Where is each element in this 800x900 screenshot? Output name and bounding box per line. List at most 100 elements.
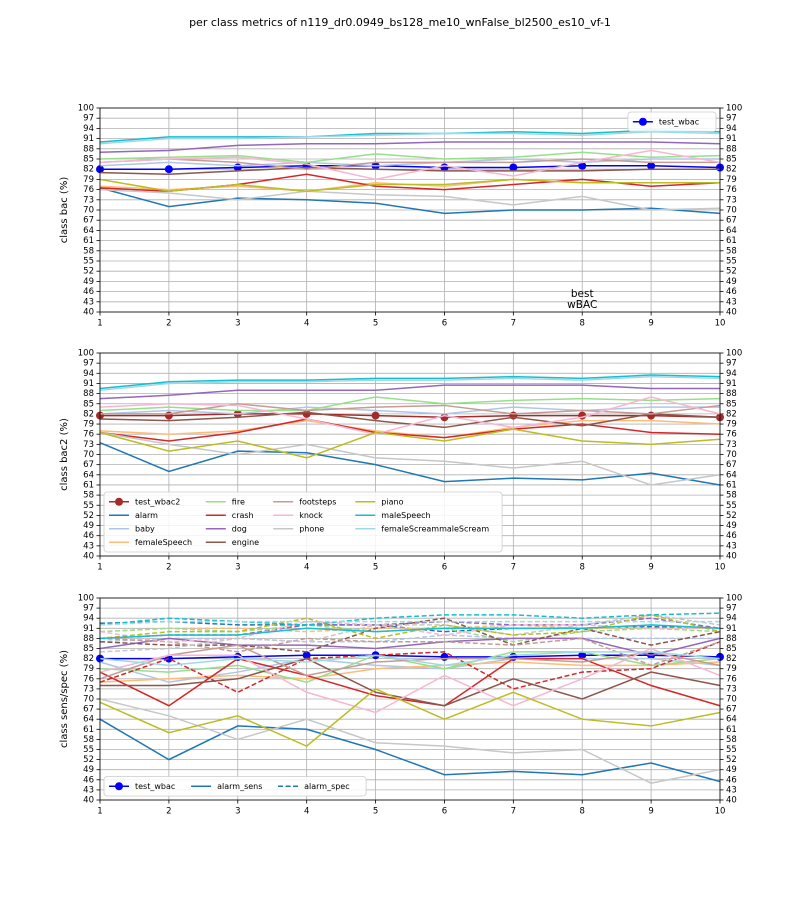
series-line bbox=[99, 406, 720, 415]
y-tick-label: 94 bbox=[83, 124, 94, 134]
y2-tick-label: 61 bbox=[726, 725, 737, 735]
series-line bbox=[99, 617, 721, 640]
y2-tick-label: 49 bbox=[726, 521, 737, 531]
y2-tick-label: 55 bbox=[726, 257, 737, 267]
axes-frame bbox=[99, 107, 721, 313]
y-tick-label: 49 bbox=[83, 765, 94, 775]
series-line bbox=[99, 178, 720, 193]
series-line bbox=[99, 384, 720, 400]
series-line bbox=[99, 624, 720, 633]
y2-tick-label: 70 bbox=[726, 450, 737, 460]
y2-tick-label: 79 bbox=[726, 420, 737, 430]
y-tick-label: 52 bbox=[83, 267, 94, 277]
y-tick-label: 94 bbox=[83, 614, 94, 624]
y-tick-label: 40 bbox=[83, 796, 94, 806]
series-line bbox=[99, 166, 720, 176]
y2-tick-label: 88 bbox=[726, 389, 737, 399]
y2-tick-label: 67 bbox=[726, 460, 737, 470]
y-tick-label: 79 bbox=[83, 664, 94, 674]
y-tick-label: 73 bbox=[83, 684, 94, 694]
series-line bbox=[99, 149, 721, 181]
series-line bbox=[100, 165, 721, 170]
y2-tick-label: 94 bbox=[726, 614, 737, 624]
x-tick-label: 2 bbox=[166, 319, 171, 329]
series-line bbox=[99, 428, 721, 459]
legend-label: test_wbac2 bbox=[135, 497, 180, 506]
y-tick-label: 61 bbox=[83, 480, 94, 490]
series-line bbox=[99, 141, 721, 153]
y2-tick-label: 43 bbox=[726, 785, 737, 795]
x-tick-label: 5 bbox=[373, 319, 378, 329]
y2-tick-label: 52 bbox=[726, 267, 737, 277]
legend-label: knock bbox=[299, 511, 323, 520]
series-marker bbox=[371, 411, 380, 420]
series-line bbox=[100, 654, 721, 660]
y2-tick-label: 82 bbox=[726, 654, 737, 664]
series-line bbox=[99, 374, 721, 390]
x-tick-label: 1 bbox=[97, 807, 102, 817]
x-tick-label: 9 bbox=[648, 563, 653, 573]
y-tick-label: 76 bbox=[83, 674, 94, 684]
y-tick-label: 85 bbox=[83, 644, 94, 654]
x-tick-label: 4 bbox=[304, 319, 309, 329]
series-line bbox=[99, 614, 721, 653]
annotation: best bbox=[571, 288, 594, 300]
y2-tick-label: 67 bbox=[726, 216, 737, 226]
legend-label: alarm_sens bbox=[217, 782, 262, 791]
y2-tick-label: 49 bbox=[726, 765, 737, 775]
series-marker bbox=[578, 161, 587, 170]
series-line bbox=[99, 187, 721, 215]
series-line bbox=[99, 617, 721, 653]
x-tick-label: 6 bbox=[442, 319, 447, 329]
y2-tick-label: 82 bbox=[726, 165, 737, 175]
y2-tick-label: 73 bbox=[726, 684, 737, 694]
y2-tick-label: 67 bbox=[726, 705, 737, 715]
x-tick-label: 4 bbox=[304, 807, 309, 817]
y2-tick-label: 85 bbox=[726, 155, 737, 165]
axes-frame bbox=[99, 597, 721, 801]
series-line bbox=[99, 688, 721, 748]
y2-tick-label: 97 bbox=[726, 359, 737, 369]
x-tick-label: 5 bbox=[373, 807, 378, 817]
y2-tick-label: 49 bbox=[726, 277, 737, 287]
series-line bbox=[99, 129, 721, 143]
y2-tick-label: 70 bbox=[726, 695, 737, 705]
y2-tick-label: 73 bbox=[726, 440, 737, 450]
y-tick-label: 43 bbox=[83, 541, 94, 551]
y2-tick-label: 100 bbox=[726, 104, 742, 114]
x-tick-label: 8 bbox=[580, 563, 585, 573]
y-tick-label: 76 bbox=[83, 430, 94, 440]
x-tick-label: 7 bbox=[511, 563, 516, 573]
x-tick-label: 2 bbox=[166, 807, 171, 817]
y2-tick-label: 58 bbox=[726, 246, 737, 256]
series-line bbox=[99, 620, 720, 626]
x-tick-label: 1 bbox=[97, 319, 102, 329]
y-tick-label: 52 bbox=[83, 511, 94, 521]
y2-tick-label: 46 bbox=[726, 531, 737, 541]
y-tick-label: 91 bbox=[83, 624, 94, 634]
series-line bbox=[99, 698, 721, 784]
y-axis-label: class bac (%) bbox=[59, 177, 70, 244]
y-tick-label: 85 bbox=[83, 155, 94, 165]
series-line bbox=[99, 624, 721, 640]
series-marker bbox=[578, 651, 587, 660]
y-tick-label: 67 bbox=[83, 705, 94, 715]
y2-tick-label: 55 bbox=[726, 501, 737, 511]
series-line bbox=[99, 131, 721, 145]
legend-label: phone bbox=[299, 524, 324, 533]
y-axis-label: class bac2 (%) bbox=[59, 418, 70, 491]
legend-label: femaleSpeech bbox=[135, 538, 192, 547]
legend-label: footsteps bbox=[299, 497, 336, 506]
x-tick-label: 10 bbox=[715, 319, 726, 329]
legend-label: baby bbox=[135, 524, 155, 533]
x-tick-label: 3 bbox=[235, 563, 240, 573]
y2-tick-label: 64 bbox=[726, 226, 737, 236]
y-tick-label: 85 bbox=[83, 399, 94, 409]
y2-tick-label: 88 bbox=[726, 144, 737, 154]
y-tick-label: 55 bbox=[83, 745, 94, 755]
chart-title: per class metrics of n119_dr0.0949_bs128… bbox=[189, 16, 611, 29]
y2-tick-label: 52 bbox=[726, 755, 737, 765]
series-line bbox=[99, 651, 721, 667]
y-tick-label: 58 bbox=[83, 735, 94, 745]
